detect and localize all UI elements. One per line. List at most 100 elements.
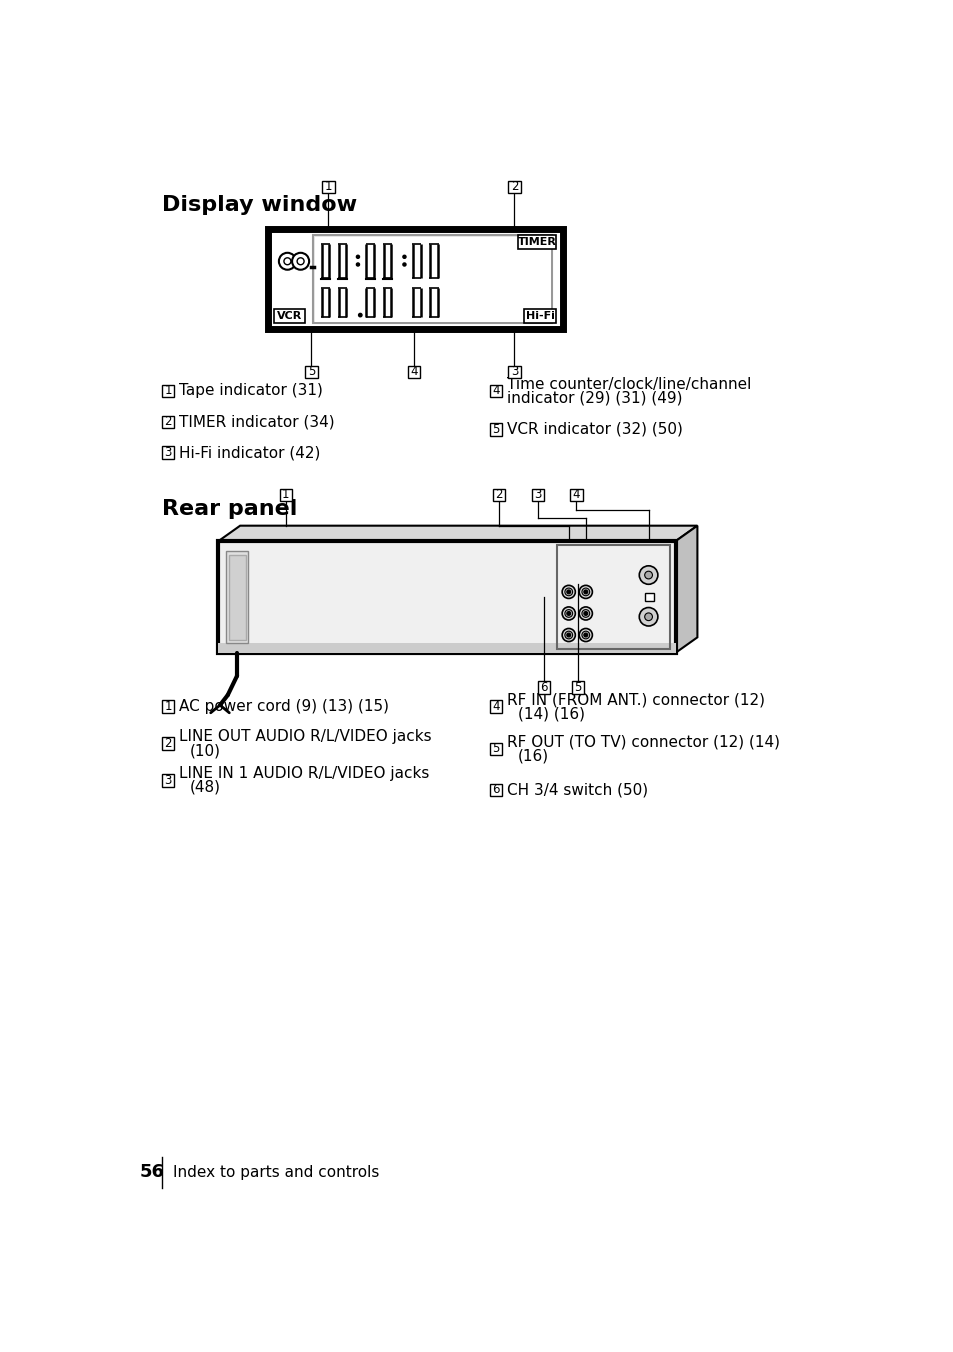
Bar (218, 541, 675, 653)
Bar (162, 415, 174, 427)
Bar (489, 385, 501, 397)
Text: 5: 5 (492, 423, 499, 435)
Circle shape (639, 607, 658, 626)
Circle shape (564, 588, 572, 596)
Bar (570, 488, 582, 502)
Text: Hi-Fi indicator (42): Hi-Fi indicator (42) (179, 445, 320, 460)
Text: 4: 4 (492, 700, 499, 713)
Bar (274, 310, 305, 323)
Circle shape (561, 629, 575, 642)
Circle shape (356, 262, 359, 266)
Bar (508, 181, 520, 193)
Text: 3: 3 (164, 775, 172, 787)
Text: 6: 6 (539, 681, 547, 694)
Circle shape (644, 612, 652, 621)
Bar (644, 594, 654, 600)
Text: 3: 3 (510, 365, 517, 379)
Text: (16): (16) (517, 749, 548, 764)
Bar (537, 681, 550, 694)
Bar (226, 552, 248, 644)
Text: Display window: Display window (162, 195, 356, 215)
Bar (517, 235, 556, 249)
Bar (407, 365, 419, 377)
Circle shape (566, 611, 570, 615)
Circle shape (564, 610, 572, 618)
Circle shape (583, 611, 587, 615)
Text: Index to parts and controls: Index to parts and controls (172, 1165, 378, 1180)
Text: 1: 1 (164, 384, 172, 397)
Text: Time counter/clock/line/channel: Time counter/clock/line/channel (506, 376, 750, 392)
Text: 2: 2 (495, 488, 502, 502)
Bar (523, 310, 556, 323)
Text: TIMER: TIMER (517, 238, 556, 247)
Bar (314, 237, 550, 322)
Text: indicator (29) (31) (49): indicator (29) (31) (49) (506, 391, 681, 406)
Text: 5: 5 (492, 742, 499, 756)
Text: VCR: VCR (276, 311, 302, 322)
Text: 3: 3 (534, 488, 541, 502)
Circle shape (644, 571, 652, 579)
Text: (14) (16): (14) (16) (517, 706, 584, 721)
Text: 4: 4 (410, 365, 417, 379)
Bar (162, 446, 174, 458)
Circle shape (578, 629, 592, 642)
Polygon shape (218, 526, 697, 541)
Polygon shape (675, 526, 697, 653)
Circle shape (583, 633, 587, 637)
Text: 3: 3 (164, 446, 172, 460)
Circle shape (292, 253, 309, 270)
Circle shape (639, 566, 658, 584)
Circle shape (578, 585, 592, 599)
Text: 1: 1 (164, 700, 172, 713)
Circle shape (358, 314, 361, 316)
Circle shape (561, 585, 575, 599)
Text: 1: 1 (324, 180, 332, 193)
Text: Tape indicator (31): Tape indicator (31) (179, 384, 322, 399)
Circle shape (278, 253, 295, 270)
Circle shape (561, 607, 575, 621)
Circle shape (402, 256, 406, 258)
Text: CH 3/4 switch (50): CH 3/4 switch (50) (506, 783, 647, 798)
Text: AC power cord (9) (13) (15): AC power cord (9) (13) (15) (179, 699, 389, 714)
Text: 2: 2 (510, 180, 517, 193)
Bar (162, 737, 174, 750)
Text: 2: 2 (164, 737, 172, 750)
Bar (218, 644, 675, 653)
Text: LINE IN 1 AUDIO R/L/VIDEO jacks: LINE IN 1 AUDIO R/L/VIDEO jacks (179, 767, 429, 781)
Circle shape (578, 607, 592, 621)
Text: Rear panel: Rear panel (162, 499, 297, 519)
Bar (489, 784, 501, 796)
Text: (48): (48) (190, 780, 220, 795)
Bar (508, 365, 520, 377)
Text: 56: 56 (140, 1164, 165, 1182)
Text: 5: 5 (308, 365, 314, 379)
Circle shape (583, 589, 587, 594)
Bar (489, 700, 501, 713)
Text: 4: 4 (572, 488, 579, 502)
Circle shape (564, 631, 572, 639)
Text: RF OUT (TO TV) connector (12) (14): RF OUT (TO TV) connector (12) (14) (506, 734, 779, 749)
Text: VCR indicator (32) (50): VCR indicator (32) (50) (506, 422, 682, 437)
Circle shape (296, 258, 304, 265)
Text: RF IN (FROM ANT.) connector (12): RF IN (FROM ANT.) connector (12) (506, 692, 764, 707)
Text: 4: 4 (492, 384, 499, 397)
Text: LINE OUT AUDIO R/L/VIDEO jacks: LINE OUT AUDIO R/L/VIDEO jacks (179, 729, 431, 744)
Circle shape (402, 262, 406, 266)
Circle shape (356, 256, 359, 258)
Bar (229, 554, 245, 639)
Circle shape (566, 589, 570, 594)
Bar (162, 385, 174, 397)
Bar (279, 488, 292, 502)
Bar (322, 181, 335, 193)
Text: 5: 5 (574, 681, 581, 694)
Text: 6: 6 (492, 783, 499, 796)
Bar (489, 423, 501, 435)
Bar (268, 230, 562, 330)
Text: Hi-Fi: Hi-Fi (525, 311, 554, 322)
Bar (493, 488, 505, 502)
Circle shape (566, 633, 570, 637)
Bar (305, 365, 317, 377)
Bar (313, 235, 552, 323)
Bar (489, 742, 501, 756)
Bar (531, 488, 543, 502)
